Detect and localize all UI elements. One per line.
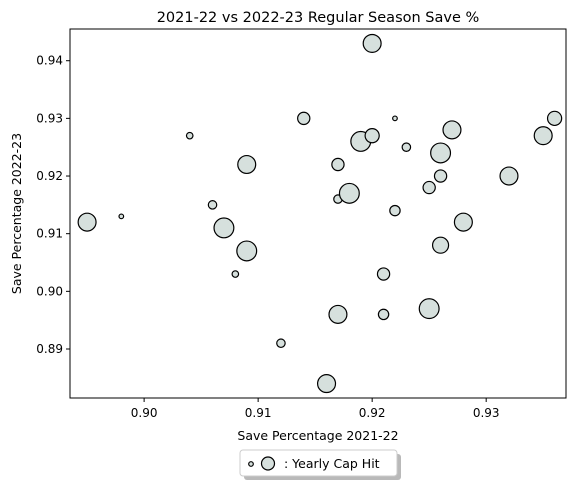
data-point [328,304,348,324]
data-point [533,126,553,146]
data-point [499,166,519,186]
data-point [418,298,440,320]
data-point [236,240,258,262]
data-point [376,267,391,281]
legend-large-marker [260,456,276,471]
x-tick-label: 0.91 [245,406,272,420]
data-point [442,120,462,140]
data-points [77,33,563,394]
data-point [338,182,360,204]
chart-title: 2021-22 vs 2022-23 Regular Season Save % [157,10,480,26]
data-point [362,33,382,53]
y-tick-label: 0.94 [36,54,63,68]
plot-area [69,28,567,399]
x-axis-label: Save Percentage 2021-22 [237,428,398,443]
data-point [422,180,436,195]
data-point [546,110,563,127]
data-point [331,157,345,172]
data-point [401,142,412,152]
data-point [118,213,125,220]
data-point [431,236,450,254]
y-tick-label: 0.91 [36,227,63,241]
legend-small-marker [248,461,254,467]
data-point [433,169,448,183]
axis-ticks: 0.90 0.91 0.92 0.93 0.89 0.90 0.91 0.92 0.93 0.94 [36,54,499,420]
data-point [207,200,218,210]
data-point [317,374,337,394]
data-point [77,212,97,232]
data-point [276,338,286,349]
data-point [392,115,398,122]
x-tick-label: 0.93 [473,406,500,420]
data-point [297,111,311,126]
data-point [364,128,380,144]
y-tick-label: 0.89 [36,342,63,356]
data-point [185,131,194,140]
y-tick-label: 0.93 [36,111,63,125]
data-point [453,212,473,232]
y-tick-label: 0.92 [36,169,63,183]
legend: : Yearly Cap Hit [239,449,401,480]
data-point [389,204,401,217]
data-point [231,270,240,278]
data-point [430,142,452,164]
legend-box [239,449,398,477]
y-axis-label: Save Percentage 2022-23 [9,133,24,294]
data-point [213,217,235,239]
data-point [377,308,390,321]
data-point [237,154,257,175]
legend-label: : Yearly Cap Hit [284,456,380,471]
x-tick-label: 0.92 [359,406,386,420]
x-tick-label: 0.90 [131,406,158,420]
y-tick-label: 0.90 [36,284,63,298]
